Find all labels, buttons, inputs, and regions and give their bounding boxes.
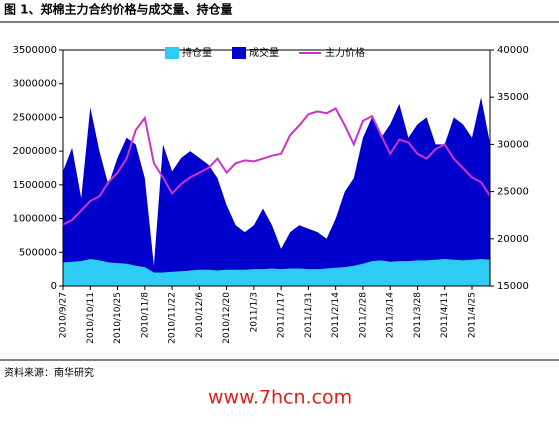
y-tick-label: 0 — [51, 281, 57, 292]
x-tick-label: 2011/3/28 — [413, 292, 423, 338]
y2-tick-label: 20000 — [497, 234, 529, 245]
y-tick-label: 500000 — [19, 247, 57, 258]
legend-label: 主力价格 — [325, 46, 365, 59]
x-tick-label: 2011/3/14 — [386, 292, 396, 338]
legend-label: 持仓量 — [182, 46, 212, 59]
legend-swatch — [232, 47, 246, 59]
x-tick-label: 2011/2/28 — [358, 292, 368, 338]
area — [63, 259, 491, 286]
x-tick-label: 2010/11/22 — [168, 292, 178, 344]
x-tick-label: 2011/1/31 — [304, 292, 314, 338]
y2-tick-label: 25000 — [497, 187, 529, 198]
y-tick-label: 1000000 — [12, 214, 57, 225]
x-tick-label: 2010/10/25 — [113, 292, 123, 344]
y2-tick-label: 15000 — [497, 281, 529, 292]
x-tick-label: 2010/10/11 — [86, 292, 96, 344]
y-tick-label: 2500000 — [12, 112, 57, 123]
y-tick-label: 3000000 — [12, 79, 57, 90]
y2-tick-label: 40000 — [497, 45, 529, 56]
x-tick-label: 2011/4/11 — [440, 292, 450, 338]
x-tick-label: 2010/9/27 — [59, 292, 69, 338]
y2-tick-label: 30000 — [497, 139, 529, 150]
watermark: www.7hcn.com — [208, 387, 352, 409]
x-tick-label: 2011/4/25 — [468, 292, 478, 338]
x-tick-label: 2010/11/8 — [140, 292, 150, 338]
x-tick-label: 2010/12/20 — [222, 292, 232, 344]
x-tick-label: 2011/2/14 — [331, 292, 341, 338]
y2-tick-label: 35000 — [497, 92, 529, 103]
y-tick-label: 1500000 — [12, 180, 57, 191]
line — [62, 107, 492, 226]
plot-border — [62, 49, 491, 287]
x-tick-label: 2010/12/6 — [195, 292, 205, 338]
x-tick-label: 2011/1/3 — [249, 292, 259, 332]
area — [63, 97, 491, 286]
x-tick-label: 2011/1/17 — [277, 292, 287, 338]
source: 资料来源：南华研究 — [4, 366, 94, 379]
legend-swatch — [165, 47, 179, 59]
y-tick-label: 2000000 — [12, 146, 57, 157]
chart-title: 图 1、郑棉主力合约价格与成交量、持仓量 — [4, 2, 233, 17]
y-tick-label: 3500000 — [12, 45, 57, 56]
legend-label: 成交量 — [249, 46, 279, 59]
